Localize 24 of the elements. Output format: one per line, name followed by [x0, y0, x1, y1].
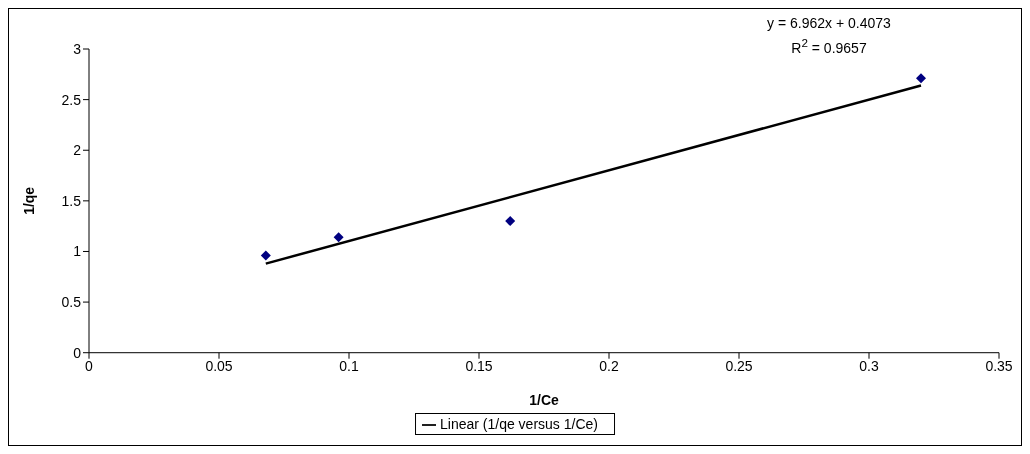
y-tick-label: 1: [73, 243, 82, 260]
x-tick-label: 0.25: [725, 357, 753, 374]
y-tick-label: 0: [73, 344, 82, 361]
y-tick-label: 0.5: [61, 294, 82, 311]
y-axis-title: 1/qe: [20, 186, 37, 215]
y-tick-label: 2: [73, 142, 82, 159]
x-tick-label: 0.35: [985, 357, 1013, 374]
point: [505, 216, 516, 227]
y-tick-label: 1.5: [61, 192, 82, 209]
x-tick-label: 0.15: [465, 357, 493, 374]
point: [260, 250, 271, 261]
x-tick-label: 0.3: [859, 357, 879, 374]
x-tick-label: 0.2: [599, 357, 619, 374]
text: y = 6.962x + 0.4073: [766, 14, 892, 33]
x-tick-label: 0.1: [339, 357, 359, 374]
legend-label: Linear (1/qe versus 1/Ce): [440, 415, 598, 432]
annotation: R$^{2}$ = 0.9657: [790, 35, 868, 58]
y-tick-label: 2.5: [61, 91, 82, 108]
point: [916, 73, 926, 84]
x-tick-label: 0.05: [205, 357, 233, 374]
x-axis-title: 1/Ce: [529, 391, 559, 408]
y-tick-label: 3: [73, 40, 82, 57]
point: [333, 232, 344, 243]
x-tick-label: 0: [85, 357, 94, 374]
